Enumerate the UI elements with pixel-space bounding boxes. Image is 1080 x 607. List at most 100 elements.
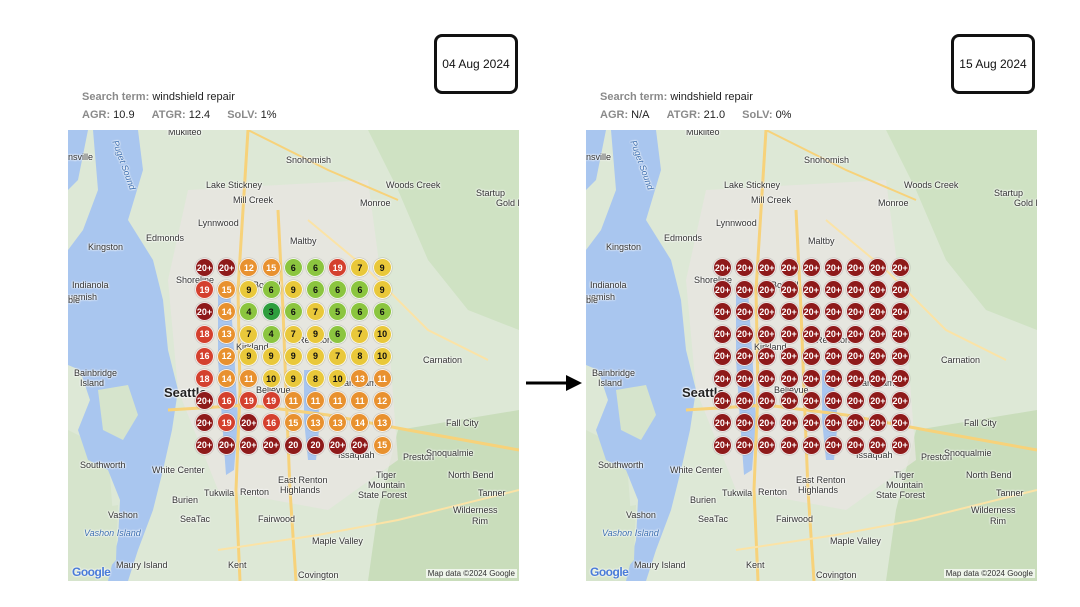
rank-pin[interactable]: 20+ xyxy=(757,280,777,300)
rank-pin[interactable]: 9 xyxy=(283,369,303,388)
rank-pin[interactable]: 6 xyxy=(261,280,281,300)
rank-pin[interactable]: 20+ xyxy=(824,302,843,322)
rank-pin[interactable]: 20+ xyxy=(735,413,755,433)
rank-pin[interactable]: 20+ xyxy=(735,346,755,366)
rank-pin[interactable]: 20+ xyxy=(846,280,866,300)
rank-pin[interactable]: 20 xyxy=(306,435,325,455)
rank-pin[interactable]: 20+ xyxy=(779,391,799,411)
rank-pin[interactable]: 10 xyxy=(328,369,348,388)
rank-pin[interactable]: 20+ xyxy=(801,391,821,411)
rank-pin[interactable]: 20+ xyxy=(757,258,777,277)
rank-pin[interactable]: 16 xyxy=(195,346,214,366)
rank-pin[interactable]: 20+ xyxy=(779,302,799,322)
rank-pin[interactable]: 20+ xyxy=(328,435,348,455)
rank-pin[interactable]: 20+ xyxy=(801,435,821,455)
rank-pin[interactable]: 20+ xyxy=(846,413,866,433)
rank-pin[interactable]: 14 xyxy=(350,413,370,433)
rank-pin[interactable]: 9 xyxy=(306,346,325,366)
rank-pin[interactable]: 13 xyxy=(350,369,370,388)
rank-pin[interactable]: 18 xyxy=(195,324,214,344)
rank-pin[interactable]: 20+ xyxy=(239,413,259,433)
rank-pin[interactable]: 20+ xyxy=(779,346,799,366)
rank-pin[interactable]: 7 xyxy=(239,324,259,344)
rank-pin[interactable]: 11 xyxy=(306,391,325,411)
rank-pin[interactable]: 20+ xyxy=(195,302,214,322)
rank-pin[interactable]: 12 xyxy=(217,346,237,366)
rank-pin[interactable]: 19 xyxy=(217,413,237,433)
rank-pin[interactable]: 20+ xyxy=(757,346,777,366)
rank-pin[interactable]: 20+ xyxy=(846,391,866,411)
rank-pin[interactable]: 10 xyxy=(372,324,392,344)
rank-pin[interactable]: 20+ xyxy=(868,435,888,455)
rank-pin[interactable]: 20+ xyxy=(757,302,777,322)
rank-pin[interactable]: 20+ xyxy=(846,346,866,366)
rank-pin[interactable]: 20+ xyxy=(868,369,888,388)
rank-pin[interactable]: 20+ xyxy=(195,435,214,455)
rank-pin[interactable]: 7 xyxy=(350,258,370,277)
rank-pin[interactable]: 20+ xyxy=(779,324,799,344)
rank-pin[interactable]: 8 xyxy=(350,346,370,366)
rank-pin[interactable]: 20+ xyxy=(868,413,888,433)
rank-pin[interactable]: 20+ xyxy=(713,413,732,433)
rank-pin[interactable]: 6 xyxy=(328,324,348,344)
rank-pin[interactable]: 5 xyxy=(328,302,348,322)
rank-pin[interactable]: 20+ xyxy=(801,324,821,344)
rank-pin[interactable]: 20+ xyxy=(735,391,755,411)
rank-pin[interactable]: 10 xyxy=(372,346,392,366)
rank-pin[interactable]: 20+ xyxy=(195,413,214,433)
rank-pin[interactable]: 7 xyxy=(350,324,370,344)
rank-pin[interactable]: 6 xyxy=(283,302,303,322)
rank-pin[interactable]: 20+ xyxy=(350,435,370,455)
rank-pin[interactable]: 20+ xyxy=(713,258,732,277)
rank-pin[interactable]: 9 xyxy=(239,280,259,300)
rank-pin[interactable]: 19 xyxy=(195,280,214,300)
rank-pin[interactable]: 20+ xyxy=(868,258,888,277)
rank-pin[interactable]: 20+ xyxy=(713,346,732,366)
rank-pin[interactable]: 11 xyxy=(239,369,259,388)
rank-pin[interactable]: 6 xyxy=(350,280,370,300)
rank-pin[interactable]: 20+ xyxy=(735,302,755,322)
rank-pin[interactable]: 15 xyxy=(217,280,237,300)
rank-pin[interactable]: 16 xyxy=(217,391,237,411)
rank-pin[interactable]: 7 xyxy=(328,346,348,366)
rank-pin[interactable]: 20+ xyxy=(890,391,910,411)
rank-pin[interactable]: 20+ xyxy=(890,258,910,277)
rank-pin[interactable]: 20+ xyxy=(890,302,910,322)
rank-pin[interactable]: 20+ xyxy=(713,391,732,411)
rank-pin[interactable]: 20+ xyxy=(713,280,732,300)
rank-pin[interactable]: 20+ xyxy=(890,346,910,366)
rank-pin[interactable]: 6 xyxy=(306,280,325,300)
map-panel-left[interactable]: Mukilteo Snohomish Lake Stickney Woods Cree… xyxy=(68,130,519,581)
rank-pin[interactable]: 7 xyxy=(306,302,325,322)
rank-pin[interactable]: 20+ xyxy=(779,413,799,433)
rank-pin[interactable]: 9 xyxy=(239,346,259,366)
rank-pin[interactable]: 20+ xyxy=(824,258,843,277)
rank-pin[interactable]: 11 xyxy=(372,369,392,388)
rank-pin[interactable]: 20+ xyxy=(890,369,910,388)
map-panel-right[interactable]: Mukilteo Snohomish Lake Stickney Woods Cree… xyxy=(586,130,1037,581)
rank-pin[interactable]: 20+ xyxy=(801,302,821,322)
rank-pin[interactable]: 20+ xyxy=(868,324,888,344)
rank-pin[interactable]: 20+ xyxy=(779,435,799,455)
rank-pin[interactable]: 20+ xyxy=(735,280,755,300)
rank-pin[interactable]: 20+ xyxy=(801,346,821,366)
rank-pin[interactable]: 20+ xyxy=(846,435,866,455)
rank-pin[interactable]: 15 xyxy=(372,435,392,455)
rank-pin[interactable]: 20+ xyxy=(757,324,777,344)
rank-pin[interactable]: 7 xyxy=(283,324,303,344)
rank-pin[interactable]: 11 xyxy=(283,391,303,411)
rank-pin[interactable]: 20+ xyxy=(846,369,866,388)
rank-pin[interactable]: 9 xyxy=(372,258,392,277)
rank-pin[interactable]: 20+ xyxy=(846,302,866,322)
rank-pin[interactable]: 20+ xyxy=(239,435,259,455)
rank-pin[interactable]: 15 xyxy=(261,258,281,277)
rank-pin[interactable]: 11 xyxy=(350,391,370,411)
rank-pin[interactable]: 8 xyxy=(306,369,325,388)
rank-pin[interactable]: 13 xyxy=(217,324,237,344)
rank-pin[interactable]: 16 xyxy=(261,413,281,433)
rank-pin[interactable]: 20+ xyxy=(779,258,799,277)
rank-pin[interactable]: 13 xyxy=(372,413,392,433)
rank-pin[interactable]: 18 xyxy=(195,369,214,388)
rank-pin[interactable]: 20+ xyxy=(195,391,214,411)
rank-pin[interactable]: 6 xyxy=(283,258,303,277)
